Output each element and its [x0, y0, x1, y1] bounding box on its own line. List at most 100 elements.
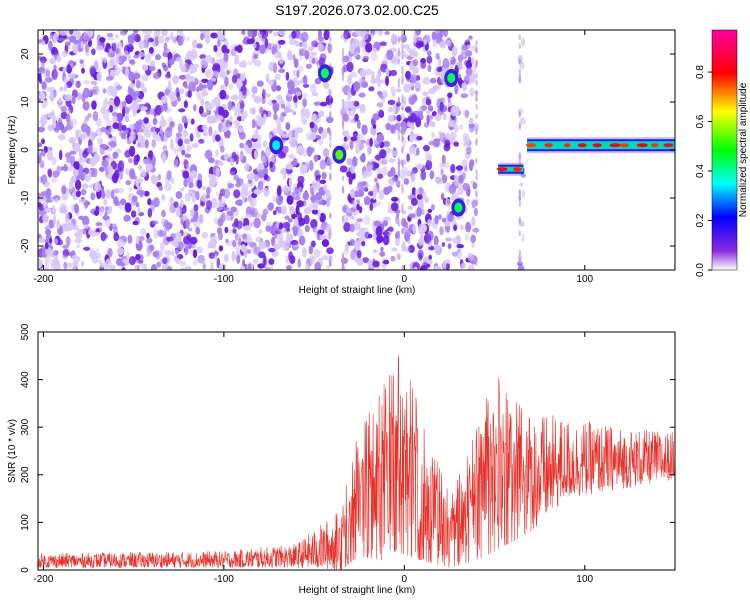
spectrogram-cell	[447, 92, 453, 98]
spectrogram-cell	[369, 202, 374, 212]
spectrogram-cell	[87, 30, 94, 38]
spectrogram-cell	[315, 169, 321, 176]
spectrogram-cell	[200, 112, 208, 118]
spectrogram-cell	[471, 57, 475, 65]
spectrogram-cell	[275, 221, 280, 228]
spectrogram-cell	[305, 63, 312, 69]
feature-peak	[619, 143, 629, 148]
spectrogram-cell	[521, 233, 525, 243]
spectrogram-cell	[360, 181, 367, 186]
spectrogram-cell	[183, 178, 188, 188]
spectrogram-cell	[75, 80, 81, 89]
spectrogram-cell	[147, 208, 153, 218]
spectrogram-cell	[172, 76, 178, 81]
spectrogram-cell	[420, 58, 426, 64]
spectrogram-cell	[407, 205, 414, 211]
spectrogram-cell	[38, 237, 45, 243]
spectrogram-cell	[74, 238, 82, 243]
spectrogram-cell	[329, 102, 332, 109]
spectrogram-cell	[241, 111, 246, 122]
spectrogram-cell	[208, 252, 215, 259]
spectrogram-cell	[346, 135, 352, 140]
spectrogram-cell	[453, 224, 457, 231]
spectrogram-cell	[175, 191, 183, 199]
spectrogram-cell	[61, 50, 68, 58]
spectrogram-cell	[219, 72, 224, 78]
spectrogram-cell	[367, 164, 373, 173]
spectrogram-cell	[141, 87, 147, 93]
spectrogram-cell	[401, 242, 406, 252]
spectrogram-cell	[391, 150, 399, 157]
spectrogram-cell	[145, 162, 153, 171]
spectrogram-cell	[341, 187, 345, 194]
spectrogram-cell	[301, 247, 307, 258]
spectrogram-cell	[68, 137, 76, 144]
spectrogram-cell	[349, 118, 354, 124]
spectrogram-cell	[409, 82, 415, 88]
spectrogram-cell	[65, 152, 72, 159]
spectrogram-cell	[408, 213, 416, 219]
spectrogram-cell	[228, 83, 234, 90]
spectrogram-cell	[285, 255, 289, 264]
spectrogram-cell	[53, 32, 59, 43]
feature-peak	[609, 143, 621, 148]
spectrogram-cell	[375, 143, 379, 149]
spectrogram-cell	[119, 170, 124, 180]
spectrogram-speckle	[38, 30, 526, 270]
spectrogram-cell	[445, 198, 451, 208]
spectrogram-cell	[268, 247, 276, 253]
spectrogram-cell	[95, 222, 103, 227]
spectrogram-cell	[304, 225, 310, 233]
spectrogram-cell	[245, 236, 253, 243]
spectrogram-cell	[236, 115, 243, 122]
spectrogram-cell	[205, 69, 212, 78]
spectrogram-cell	[245, 214, 253, 219]
spectrogram-cell	[175, 87, 180, 98]
spectrogram-cell	[41, 174, 48, 185]
spectrogram-cell	[412, 224, 417, 234]
spectrogram-cell	[278, 68, 286, 74]
spectrogram-cell	[93, 153, 100, 163]
spectrogram-cell	[152, 117, 158, 126]
spectrogram-cell	[344, 144, 350, 151]
spectrogram-cell	[229, 157, 234, 166]
spectrogram-cell	[206, 79, 214, 91]
spectrogram-cell	[309, 121, 315, 129]
spectrogram-cell	[121, 100, 127, 110]
spectrogram-cell	[197, 254, 205, 264]
spectrogram-cell	[64, 165, 68, 171]
spectrogram-cell	[430, 77, 437, 84]
spectrogram-cell	[463, 141, 467, 147]
spectrogram-cell	[132, 220, 139, 226]
spectrogram-cell	[54, 197, 59, 204]
spectrogram-cell	[326, 116, 334, 124]
spectrogram-cell	[193, 204, 199, 212]
spectrogram-cell	[282, 112, 287, 117]
spectrogram-cell	[183, 100, 188, 109]
spectrogram-cell	[450, 119, 457, 128]
spectrogram-cell	[250, 37, 255, 44]
spectrogram-cell	[317, 30, 322, 38]
spectrogram-cell	[518, 34, 521, 41]
spectrogram-cell	[95, 231, 100, 236]
spectrogram-cell	[166, 266, 173, 270]
spectrogram-cell	[252, 42, 257, 49]
spectrogram-cell	[108, 48, 113, 53]
spectrogram-cell	[387, 115, 395, 123]
spectrogram-cell	[442, 218, 446, 223]
spectrogram-cell	[377, 173, 384, 179]
spectrogram-cell	[439, 30, 444, 39]
spectrogram-cell	[91, 229, 96, 238]
spectrogram-cell	[219, 89, 227, 100]
spectrogram-cell	[518, 68, 521, 75]
spectrogram-cell	[475, 174, 478, 181]
spectrogram-cell	[296, 70, 300, 79]
spectrogram-cell	[202, 130, 208, 137]
spectrogram-cell	[442, 57, 450, 69]
spectrogram-cell	[349, 239, 355, 246]
spectrogram-cell	[280, 205, 287, 215]
spectrogram-cell	[455, 106, 460, 116]
spectrogram-cell	[234, 46, 239, 52]
spectrogram-cell	[238, 61, 247, 68]
spectrogram-cell	[417, 238, 424, 246]
